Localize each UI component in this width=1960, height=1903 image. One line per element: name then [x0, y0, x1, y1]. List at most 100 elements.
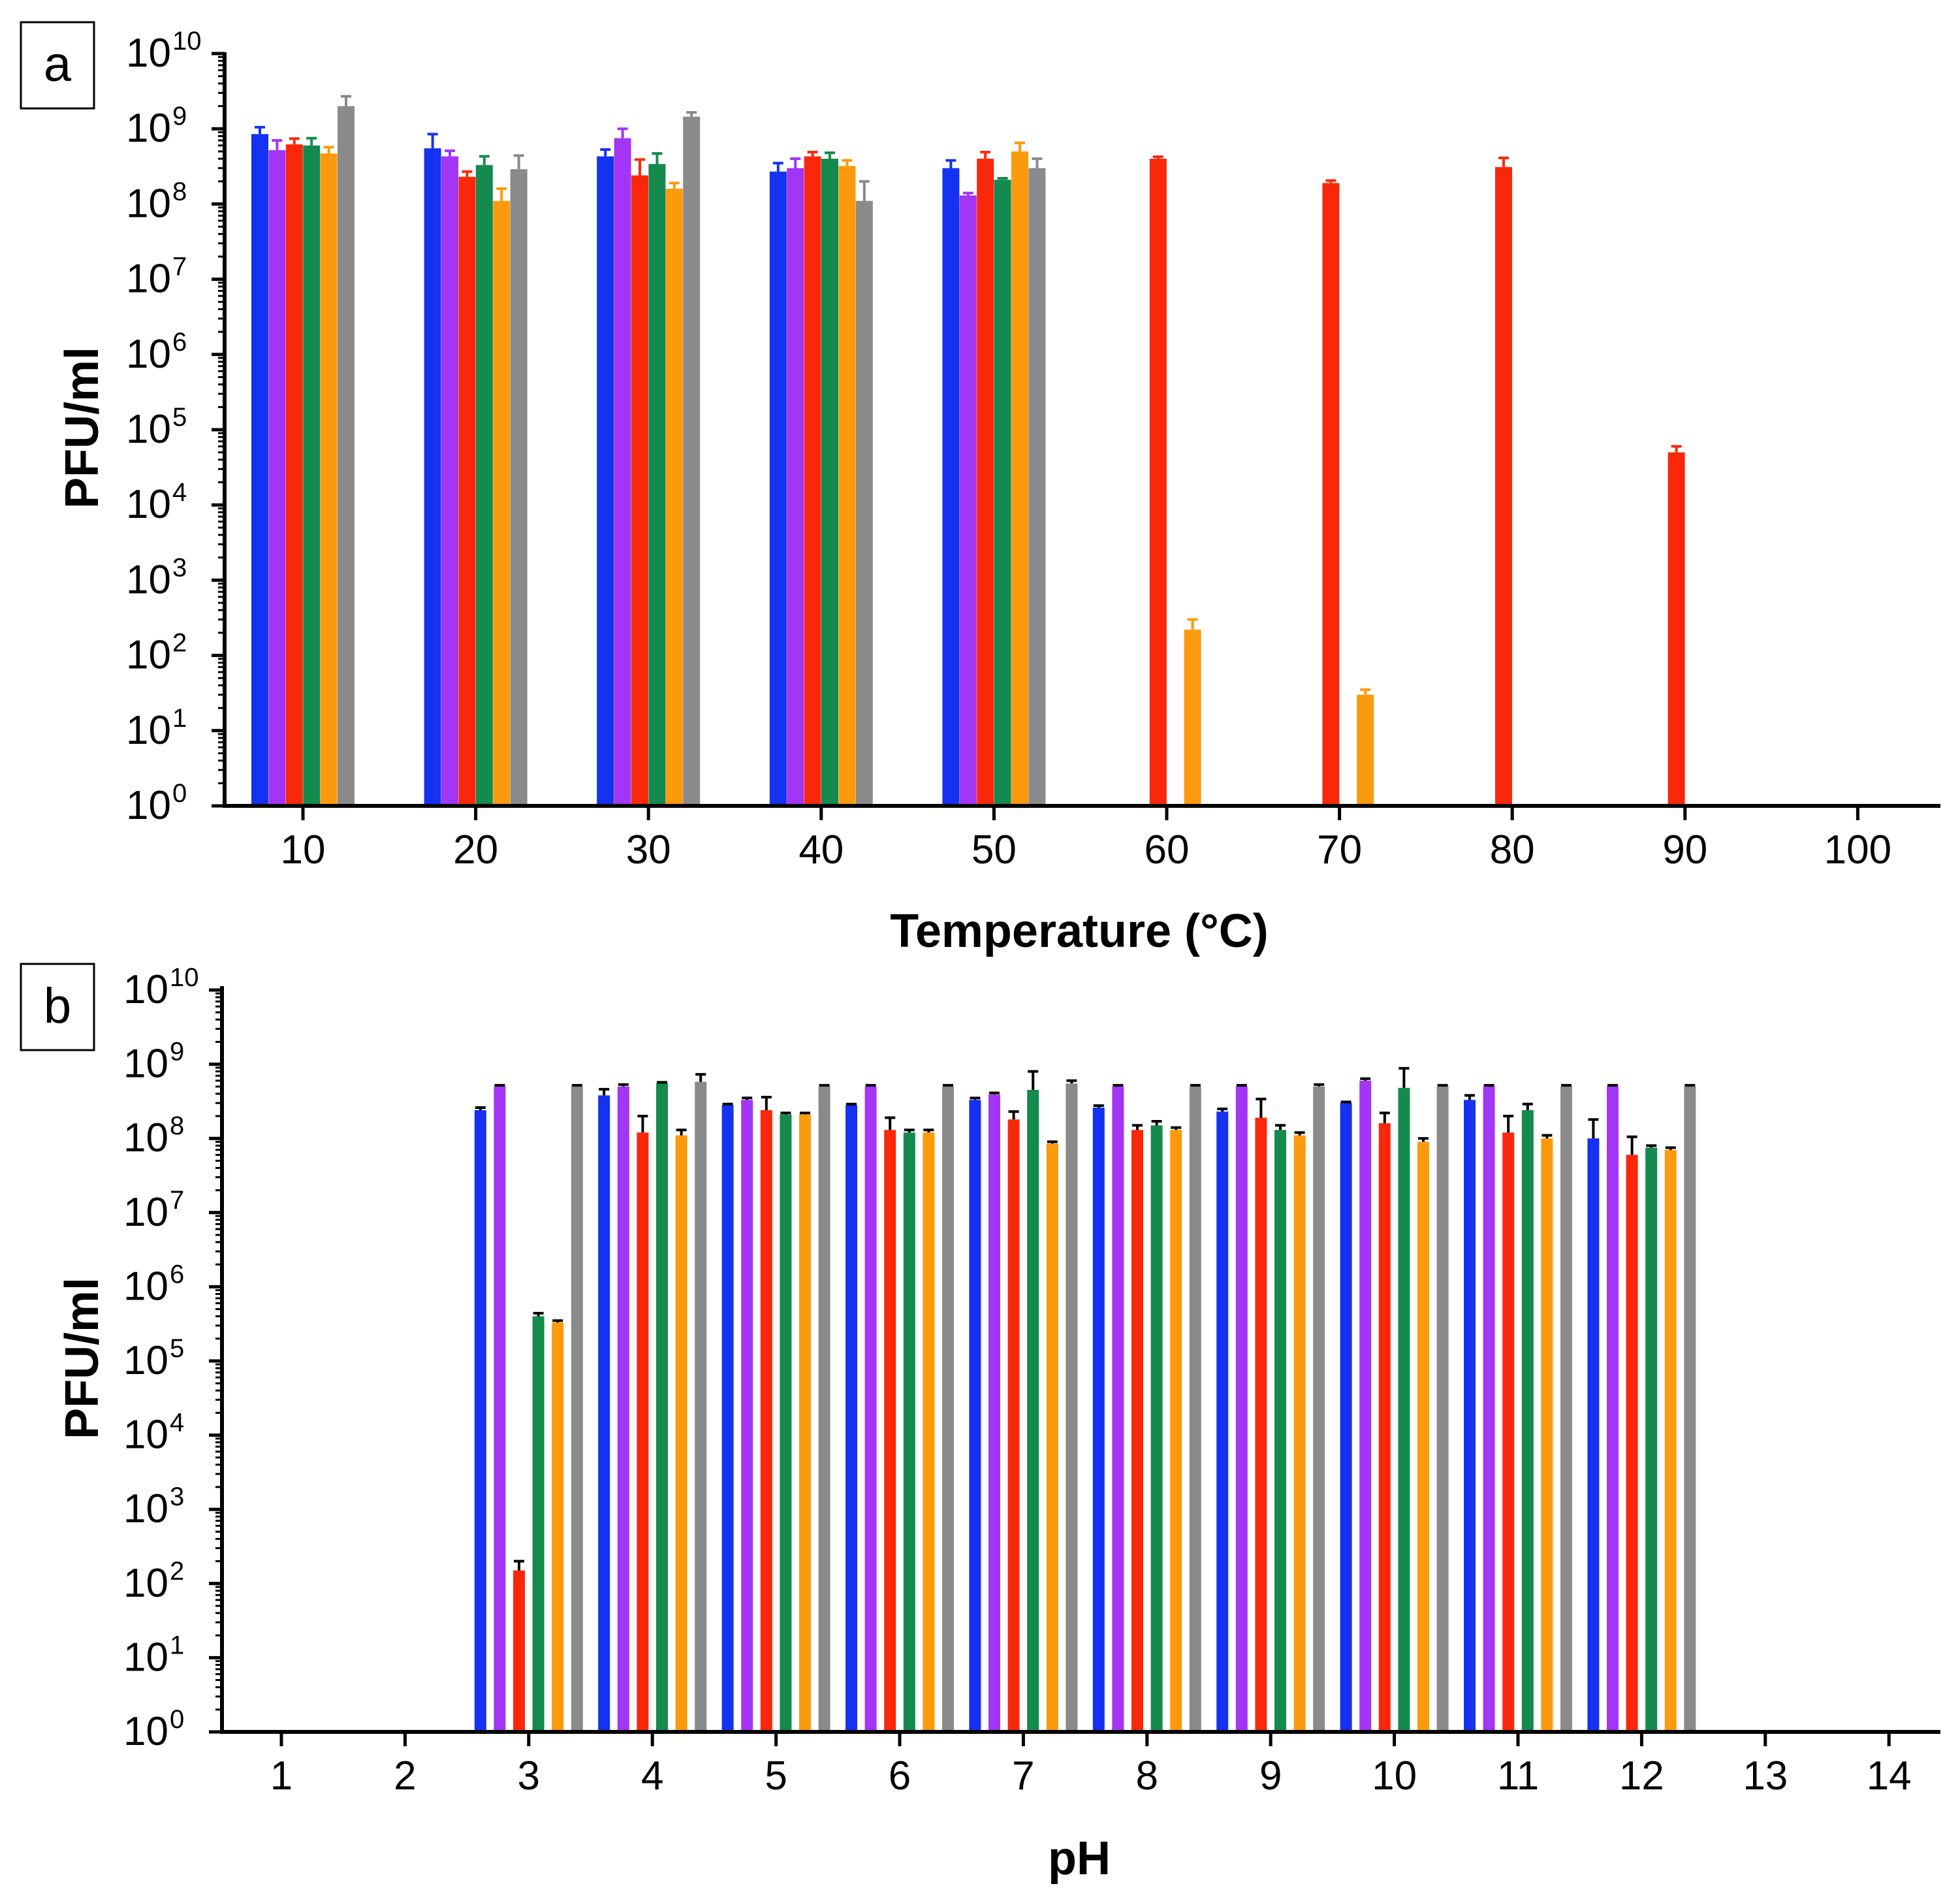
panel-b-bar-11-s2: [1483, 1086, 1495, 1732]
panel-b-xtick-label: 1: [270, 1753, 292, 1799]
panel-a-bar-70-s3: [1322, 183, 1340, 806]
panel-a-bar-40-s1: [769, 171, 787, 806]
panel-a-ytick-exponent: 2: [172, 629, 187, 658]
panel-b-bar-11-s1: [1464, 1100, 1476, 1732]
panel-b-ytick-exponent: 9: [170, 1038, 184, 1066]
panel-a-label-box: [20, 21, 95, 110]
panel-b-ytick-label: 10: [123, 1635, 168, 1680]
panel-a-bar-80-s3: [1495, 167, 1512, 806]
panel-a-ytick-exponent: 10: [172, 27, 202, 56]
panel-b-bar-10-s3: [1378, 1123, 1391, 1732]
panel-a-bar-20-s2: [441, 156, 458, 806]
panel-a-xtick-label: 40: [798, 827, 844, 872]
panel-a-bar-30-s3: [631, 175, 648, 806]
panel-a-ytick-label: 10: [126, 257, 171, 302]
panel-a-bar-60-s5: [1184, 630, 1201, 806]
panel-a-bar-10-s1: [251, 134, 268, 806]
panel-a-xtick-label: 30: [626, 827, 671, 872]
panel-b-bar-12-s5: [1664, 1149, 1677, 1732]
panel-b-ytick-label: 10: [123, 1190, 168, 1235]
panel-b-xtick-label: 14: [1867, 1753, 1912, 1799]
panel-b-label-box: [20, 963, 95, 1051]
panel-a-ytick-label: 10: [126, 633, 171, 678]
panel-a-ytick-label: 10: [126, 482, 171, 527]
panel-a-bar-40-s6: [855, 200, 873, 806]
panel-a-bar-20-s1: [424, 148, 441, 806]
panel-a-ytick-exponent: 6: [172, 328, 187, 357]
panel-b-letter: b: [44, 978, 71, 1034]
panel-b-bar-8-s4: [1150, 1125, 1163, 1732]
panel-b-bar-4-s1: [598, 1095, 610, 1732]
panel-b-ytick-exponent: 1: [170, 1631, 184, 1659]
panel-b-xtick-label: 6: [889, 1753, 911, 1799]
panel-a-bar-20-s5: [493, 200, 511, 806]
panel-b-ytick-label: 10: [123, 1709, 168, 1754]
panel-a-ytick-exponent: 9: [172, 102, 187, 131]
panel-b-bar-4-s3: [637, 1132, 649, 1732]
panel-b-bar-12-s1: [1587, 1138, 1600, 1732]
panel-b-bar-7-s2: [988, 1095, 1000, 1732]
panel-a-ytick-exponent: 0: [172, 779, 187, 808]
panel-b-xtick-label: 5: [765, 1753, 787, 1799]
panel-b-bar-12-s4: [1645, 1147, 1658, 1732]
panel-a-ytick-label: 10: [126, 31, 171, 76]
panel-b-xtick-label: 8: [1136, 1753, 1158, 1799]
panel-a-bar-70-s5: [1357, 694, 1374, 806]
panel-b-bar-10-s1: [1340, 1102, 1352, 1732]
panel-b-bar-7-s6: [1066, 1083, 1078, 1732]
panel-b-bar-8-s3: [1131, 1130, 1143, 1732]
panel-a-bar-10-s4: [303, 145, 321, 807]
panel-b-bar-10-s5: [1417, 1142, 1429, 1732]
panel-a-bar-50-s4: [994, 180, 1011, 806]
panel-a-xtick-label: 100: [1824, 827, 1891, 872]
panel-a-ytick-label: 10: [126, 557, 171, 602]
panel-a-xtick-label: 50: [972, 827, 1017, 872]
panel-b-bar-6-s5: [923, 1132, 935, 1732]
panel-a-bar-60-s3: [1149, 159, 1167, 806]
panel-a-bar-10-s2: [268, 150, 286, 807]
panel-b-ytick-exponent: 4: [170, 1409, 184, 1437]
panel-b-bar-12-s3: [1626, 1155, 1638, 1732]
panel-b-bar-7-s1: [969, 1100, 981, 1732]
panel-b-ytick-exponent: 5: [170, 1334, 184, 1363]
panel-a-xtick-label: 60: [1145, 827, 1190, 872]
panel-b-bar-9-s5: [1293, 1135, 1306, 1732]
panel-b-bar-3-s2: [494, 1086, 506, 1732]
panel-b-bar-8-s5: [1170, 1130, 1182, 1732]
panel-a-bar-20-s4: [475, 165, 493, 807]
panel-b-y-axis-title: PFU/ml: [56, 1277, 108, 1439]
panel-a-bar-10-s3: [285, 144, 303, 807]
panel-b-xtick-label: 9: [1259, 1753, 1282, 1799]
panel-a-bar-30-s5: [665, 188, 683, 806]
panel-a-x-axis-title: Temperature (°C): [890, 905, 1269, 957]
panel-a-x-axis-ticks: 10 20 30 40 50 60 70 80 90 100: [281, 806, 1891, 872]
panel-b-bar-8-s6: [1189, 1086, 1201, 1732]
panel-a-bar-30-s1: [597, 156, 614, 806]
panel-b-bar-5-s1: [721, 1105, 734, 1732]
panel-a-bar-40-s2: [787, 168, 804, 806]
panel-b-bar-5-s6: [818, 1086, 830, 1732]
panel-b-bar-11-s6: [1560, 1086, 1572, 1732]
panel-a-xtick-label: 90: [1662, 827, 1707, 872]
panel-a-bar-20-s6: [510, 169, 528, 807]
panel-b-ytick-exponent: 0: [170, 1705, 184, 1734]
panel-a-bar-50-s5: [1011, 151, 1028, 806]
panel-b-ytick-exponent: 7: [170, 1186, 184, 1215]
panel-b-bars: [474, 1066, 1696, 1732]
panel-a-ytick-exponent: 1: [172, 704, 187, 733]
panel-a-bar-50-s2: [959, 195, 977, 807]
panel-a-bar-50-s6: [1028, 168, 1046, 806]
panel-b-bar-9-s1: [1216, 1111, 1229, 1732]
panel-b-bar-7-s4: [1027, 1089, 1039, 1732]
panel-b-bar-7-s3: [1007, 1119, 1020, 1732]
panel-b-ytick-label: 10: [123, 1413, 168, 1458]
panel-b-ytick-exponent: 10: [170, 963, 199, 992]
panel-b-bar-5-s2: [741, 1100, 753, 1732]
panel-b-bar-9-s6: [1313, 1086, 1325, 1732]
panel-b-xtick-label: 11: [1497, 1753, 1539, 1799]
panel-b-bar-4-s5: [675, 1135, 688, 1732]
panel-b-bar-5-s4: [780, 1114, 792, 1732]
